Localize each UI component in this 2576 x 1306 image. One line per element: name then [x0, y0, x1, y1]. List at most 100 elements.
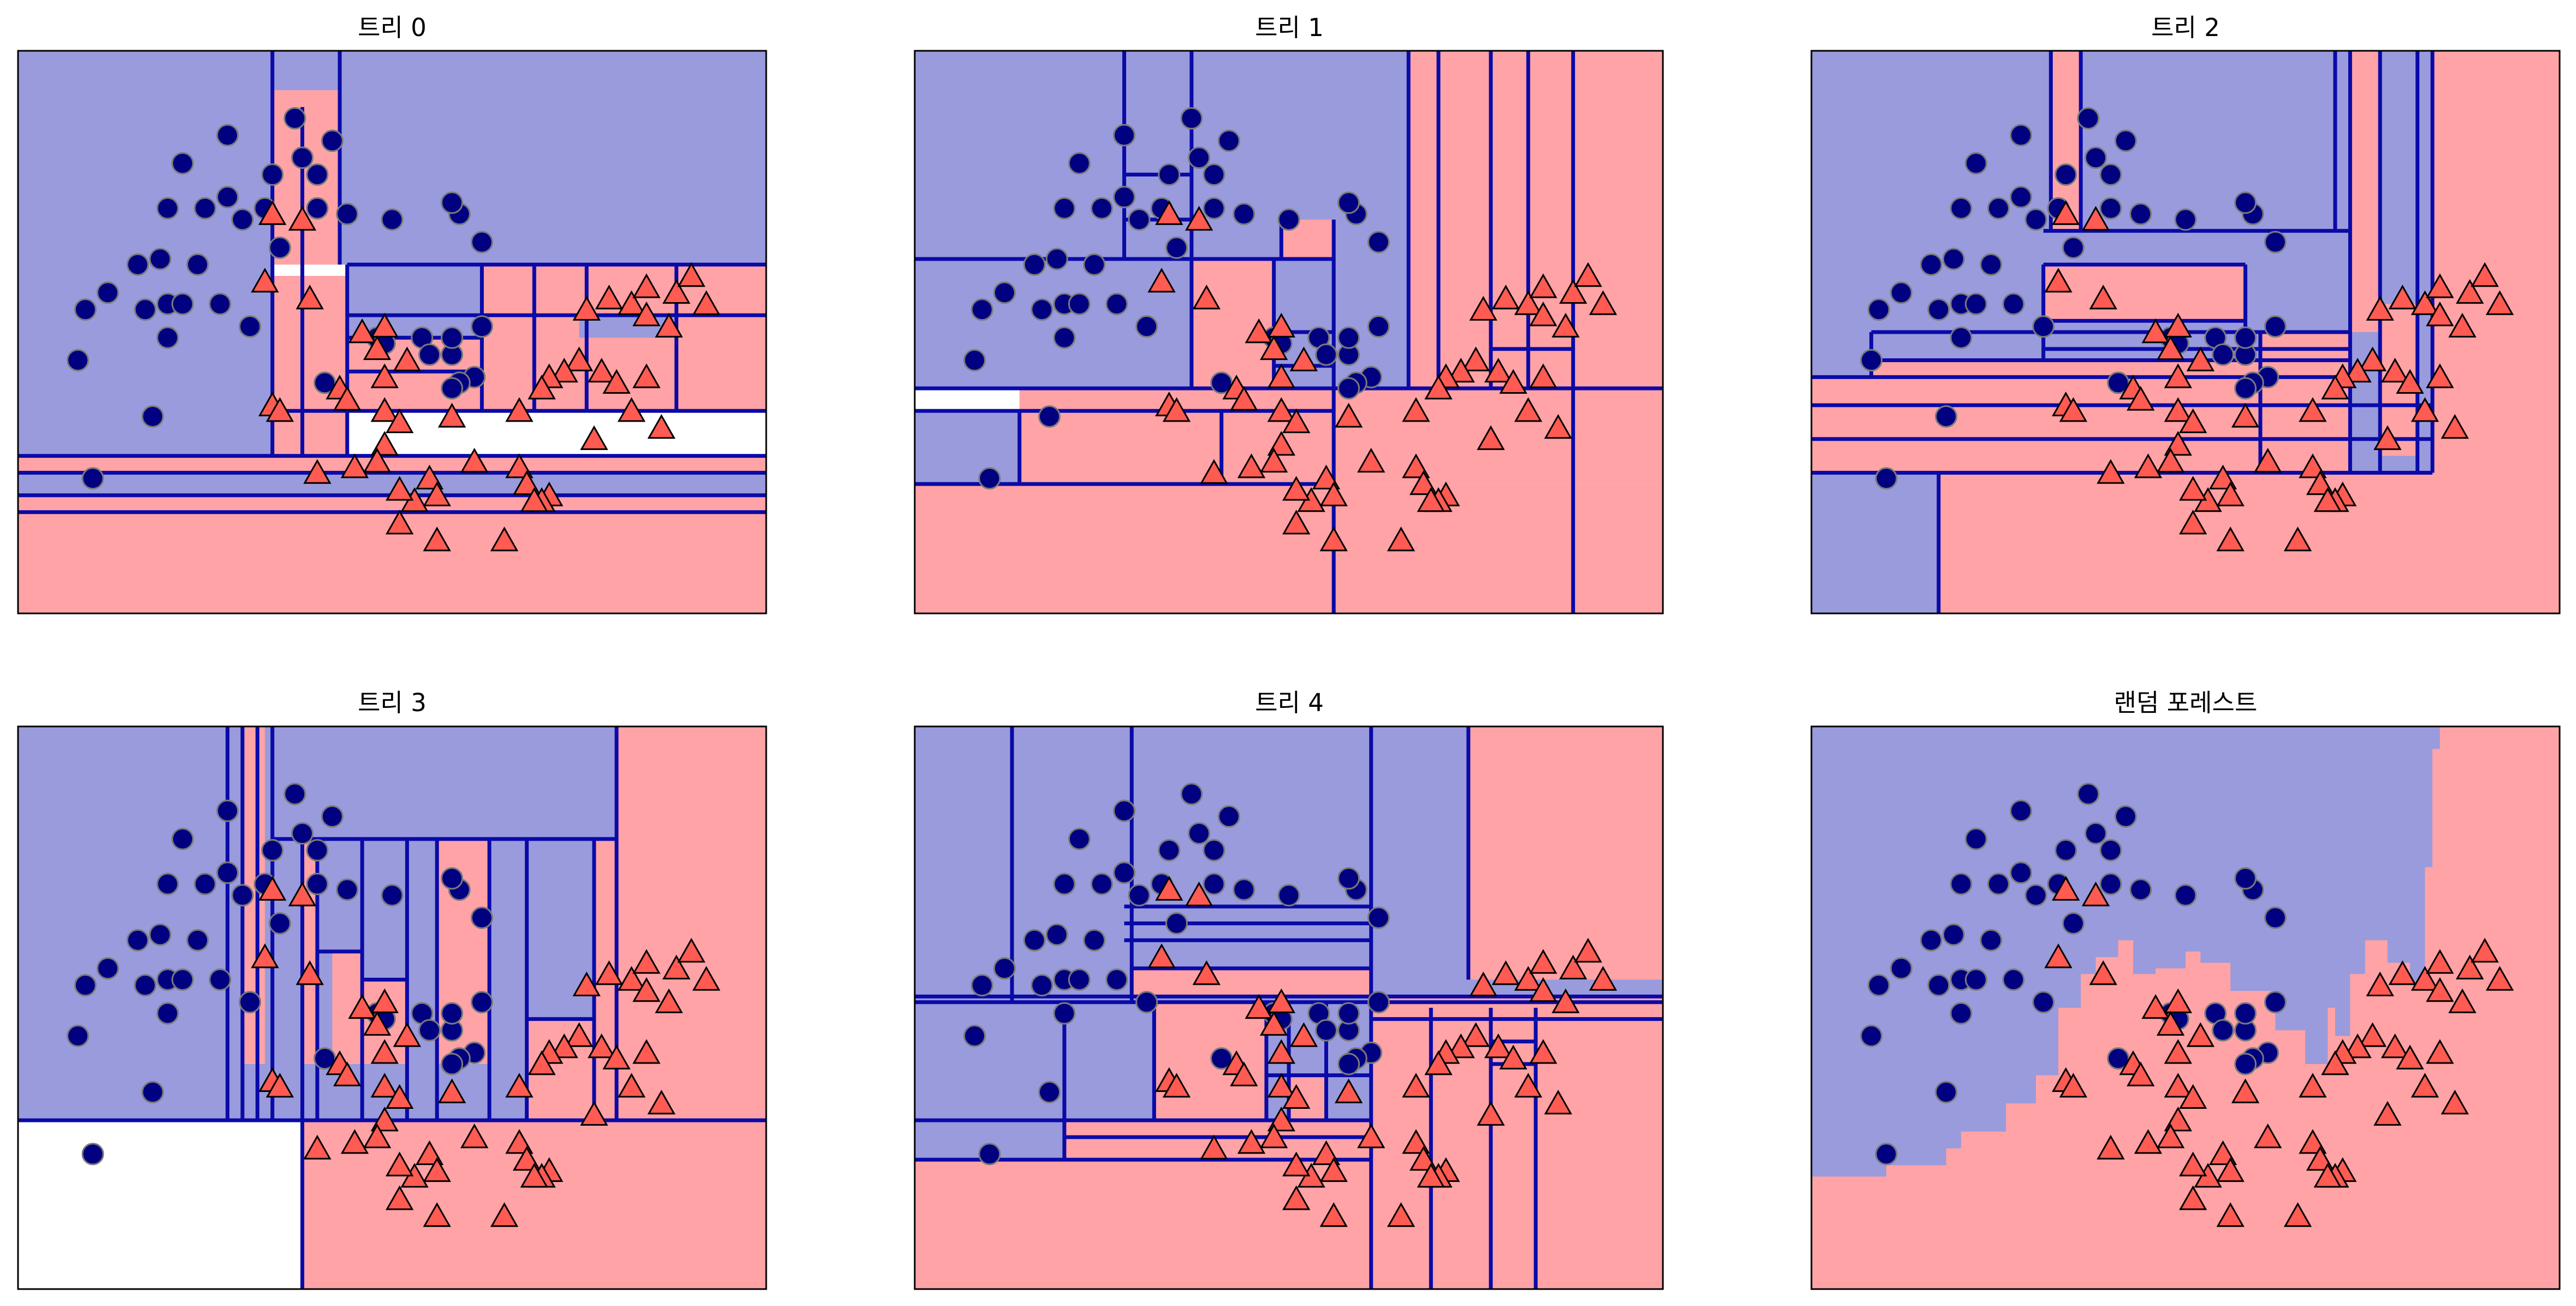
point-class1: [2455, 279, 2484, 304]
point-class0: [216, 124, 239, 146]
point-class0: [261, 839, 284, 862]
point-class1: [2426, 977, 2454, 1002]
point-class0: [2174, 208, 2197, 231]
point-class0: [291, 146, 314, 169]
point-class1: [1200, 1134, 1228, 1160]
point-class1: [1334, 1078, 1363, 1103]
point-class1: [2231, 1078, 2260, 1103]
point-class1: [303, 459, 331, 484]
point-class1: [1282, 1185, 1311, 1210]
subplot-4: 트리 4: [914, 688, 1664, 1290]
point-class1: [1544, 1090, 1572, 1115]
point-class1: [2089, 285, 2117, 310]
point-class1: [1267, 1073, 1295, 1098]
point-class0: [1165, 912, 1188, 935]
plot-area: [914, 725, 1664, 1290]
point-class1: [295, 960, 324, 985]
subplot-title: 트리 0: [358, 13, 427, 42]
point-class1: [512, 470, 541, 495]
point-class0: [141, 1081, 164, 1103]
point-class1: [595, 960, 623, 985]
point-class0: [2234, 377, 2257, 400]
point-class1: [2388, 960, 2417, 985]
region-class1: [1132, 968, 1371, 997]
point-class0: [209, 968, 232, 991]
point-class0: [1875, 1143, 1898, 1166]
point-class1: [1267, 397, 1295, 422]
point-class0: [381, 208, 404, 231]
point-class1: [1461, 1022, 1490, 1047]
point-class1: [1574, 937, 1602, 963]
point-class0: [156, 197, 179, 220]
point-class1: [1267, 1039, 1295, 1064]
point-class0: [1210, 371, 1233, 394]
axes-frame: [17, 50, 767, 614]
point-class1: [370, 430, 399, 456]
point-class0: [1987, 197, 2010, 220]
region-class0: [18, 51, 273, 456]
point-class1: [2141, 994, 2170, 1019]
point-class0: [156, 326, 179, 349]
point-class0: [186, 253, 209, 276]
point-class1: [1155, 876, 1183, 901]
point-class0: [2212, 1019, 2234, 1042]
region-class1: [1468, 726, 1663, 980]
point-class1: [2455, 954, 2484, 980]
point-class1: [251, 943, 279, 968]
point-class0: [216, 186, 239, 209]
point-class1: [2216, 527, 2245, 552]
point-class1: [460, 1123, 489, 1149]
point-class1: [1529, 1039, 1558, 1064]
point-class1: [2216, 1202, 2245, 1227]
point-class0: [1045, 247, 1068, 270]
plot-content: [1811, 51, 2560, 613]
point-class0: [978, 1143, 1001, 1166]
point-class1: [1147, 943, 1176, 968]
point-class0: [2032, 315, 2055, 338]
point-class0: [2107, 371, 2130, 394]
point-class1: [692, 966, 721, 991]
plot-area: [1810, 725, 2561, 1290]
point-class0: [1045, 923, 1068, 946]
point-class1: [632, 363, 661, 388]
point-class1: [2343, 1033, 2372, 1059]
point-class0: [239, 991, 262, 1014]
point-class1: [1185, 881, 1213, 907]
point-class0: [1023, 929, 1046, 952]
point-class0: [470, 906, 493, 929]
point-class1: [2059, 397, 2088, 422]
point-class0: [96, 957, 119, 980]
point-class1: [490, 1202, 519, 1227]
point-class1: [1514, 397, 1543, 422]
point-class1: [423, 1202, 451, 1227]
point-class1: [265, 1073, 294, 1098]
point-class1: [265, 397, 294, 422]
point-class1: [2164, 430, 2192, 456]
point-class0: [1031, 974, 1053, 997]
point-class1: [1282, 510, 1311, 535]
point-class1: [1289, 1022, 1318, 1047]
point-class0: [291, 822, 314, 845]
point-class0: [1337, 191, 1360, 214]
point-class1: [2299, 453, 2327, 478]
point-class1: [1544, 414, 1572, 439]
point-class1: [1529, 273, 1558, 298]
point-class1: [2134, 453, 2163, 478]
point-class1: [363, 335, 392, 361]
point-class0: [1135, 315, 1158, 338]
point-class1: [1319, 527, 1348, 552]
point-class1: [2179, 408, 2207, 433]
point-class1: [333, 386, 362, 411]
point-class0: [1113, 186, 1136, 209]
point-class1: [423, 527, 451, 552]
point-class1: [2179, 1084, 2207, 1109]
point-class0: [2174, 884, 2197, 907]
point-class0: [1987, 872, 2010, 895]
point-class1: [2156, 335, 2185, 361]
point-class1: [333, 1061, 362, 1086]
point-class1: [303, 1134, 331, 1160]
point-class1: [1267, 312, 1295, 338]
point-class1: [340, 1129, 369, 1154]
point-class1: [1529, 363, 1558, 388]
point-class1: [2164, 397, 2192, 422]
